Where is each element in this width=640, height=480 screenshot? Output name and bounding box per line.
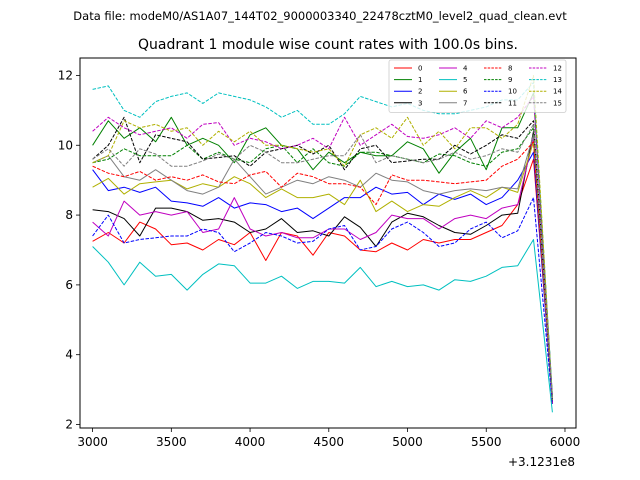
legend-label-4: 4 xyxy=(463,65,468,73)
series-line-10 xyxy=(92,197,553,404)
series-line-0 xyxy=(92,158,553,397)
legend-box xyxy=(388,59,567,113)
series-line-15 xyxy=(92,123,553,401)
legend-label-15: 15 xyxy=(553,99,562,107)
legend-label-0: 0 xyxy=(418,65,422,73)
series-line-2 xyxy=(92,151,553,404)
legend-label-9: 9 xyxy=(508,76,512,84)
legend-label-6: 6 xyxy=(463,88,468,96)
x-tick-label: 4000 xyxy=(235,435,266,449)
x-tick-label: 5000 xyxy=(392,435,423,449)
series-line-5 xyxy=(92,239,553,413)
legend-label-13: 13 xyxy=(553,76,562,84)
legend-label-7: 7 xyxy=(463,99,467,107)
series-line-8 xyxy=(92,141,553,401)
legend-label-11: 11 xyxy=(508,99,517,107)
series-line-14 xyxy=(92,75,553,401)
x-axis-offset-label: +3.1231e8 xyxy=(508,455,575,469)
x-tick-label: 6000 xyxy=(550,435,581,449)
axes-frame xyxy=(79,57,577,429)
y-tick-label: 8 xyxy=(65,208,73,222)
series-line-1 xyxy=(92,92,553,397)
legend-label-3: 3 xyxy=(418,99,422,107)
plot-area xyxy=(92,75,553,413)
legend-label-14: 14 xyxy=(553,88,562,96)
series-line-9 xyxy=(92,127,553,397)
y-tick-label: 10 xyxy=(58,138,73,152)
legend-label-2: 2 xyxy=(418,88,422,96)
legend-label-12: 12 xyxy=(553,65,562,73)
x-tick-label: 3500 xyxy=(156,435,187,449)
legend-label-1: 1 xyxy=(418,76,422,84)
series-line-6 xyxy=(92,141,553,401)
y-tick-label: 4 xyxy=(65,348,73,362)
y-tick-label: 12 xyxy=(58,68,73,82)
y-tick-label: 6 xyxy=(65,278,73,292)
series-line-12 xyxy=(92,95,553,397)
figure-suptitle: Data file: modeM0/AS1A07_144T02_90000033… xyxy=(73,9,567,23)
x-tick-label: 5500 xyxy=(471,435,502,449)
x-tick-label: 4500 xyxy=(314,435,345,449)
legend-label-5: 5 xyxy=(463,76,467,84)
x-tick-label: 3000 xyxy=(77,435,108,449)
series-line-11 xyxy=(92,116,553,401)
chart-title: Quadrant 1 module wise count rates with … xyxy=(138,37,518,53)
series-line-4 xyxy=(92,137,553,404)
legend-label-8: 8 xyxy=(508,65,512,73)
y-tick-label: 2 xyxy=(65,418,73,432)
legend-label-10: 10 xyxy=(508,88,517,96)
